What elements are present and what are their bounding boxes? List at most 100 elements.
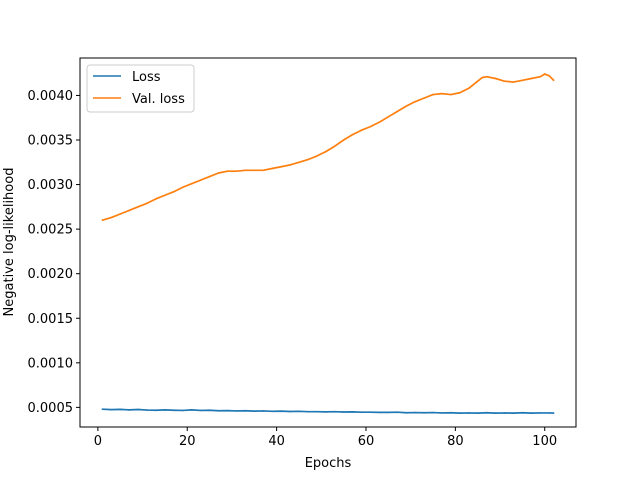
x-tick-label: 80 <box>447 434 464 449</box>
data-point-val-loss <box>110 216 113 219</box>
data-point-loss <box>110 408 113 411</box>
data-point-val-loss <box>378 121 381 123</box>
data-point-loss <box>378 411 381 414</box>
data-point-loss <box>369 411 372 414</box>
data-point-loss <box>530 412 533 414</box>
data-point-val-loss <box>289 164 291 166</box>
data-point-val-loss <box>387 116 390 118</box>
data-point-val-loss <box>512 81 515 83</box>
data-point-loss <box>552 412 555 414</box>
data-point-val-loss <box>423 97 425 99</box>
data-point-loss <box>432 411 434 414</box>
data-point-val-loss <box>351 133 354 136</box>
data-point-val-loss <box>396 110 399 113</box>
data-point-val-loss <box>467 87 470 90</box>
data-point-val-loss <box>307 158 309 161</box>
data-point-val-loss <box>476 80 479 82</box>
data-point-loss <box>280 410 282 412</box>
data-point-val-loss <box>324 150 327 153</box>
series-line-val-loss <box>102 73 555 222</box>
data-point-loss <box>226 409 229 412</box>
data-point-loss <box>128 409 130 411</box>
data-point-val-loss <box>494 77 497 80</box>
y-tick-label: 0.0025 <box>28 223 74 238</box>
data-point-loss <box>351 411 354 413</box>
data-point-loss <box>503 412 506 414</box>
data-point-val-loss <box>552 79 555 82</box>
data-point-val-loss <box>481 76 483 79</box>
data-point-val-loss <box>226 170 229 172</box>
x-tick-label: 0 <box>94 434 102 449</box>
data-point-val-loss <box>441 92 443 95</box>
data-point-val-loss <box>548 75 550 77</box>
data-point-loss <box>423 411 425 414</box>
data-point-val-loss <box>521 79 524 82</box>
data-point-val-loss <box>217 172 220 174</box>
legend: Loss Val. loss <box>86 64 195 113</box>
data-point-val-loss <box>342 139 345 141</box>
data-point-loss <box>324 411 327 413</box>
data-point-loss <box>467 412 470 414</box>
data-point-val-loss <box>503 80 506 82</box>
plot-frame <box>79 57 577 428</box>
x-axis-ticks: 0 20 40 60 80 100 <box>94 427 557 449</box>
data-point-loss <box>137 408 139 411</box>
data-point-val-loss <box>539 75 542 78</box>
data-point-loss <box>485 411 488 414</box>
data-point-val-loss <box>316 155 318 157</box>
data-point-loss <box>414 411 416 414</box>
x-tick-label: 100 <box>532 434 557 449</box>
data-point-val-loss <box>164 194 166 197</box>
data-point-loss <box>459 412 461 414</box>
data-point-loss <box>164 409 166 411</box>
data-point-val-loss <box>543 73 546 75</box>
data-point-val-loss <box>235 170 238 172</box>
y-tick-label: 0.0035 <box>28 134 74 149</box>
data-point-val-loss <box>280 165 282 168</box>
data-point-loss <box>181 409 184 412</box>
data-point-loss <box>441 412 443 414</box>
legend-label-loss: Loss <box>132 70 161 85</box>
data-point-loss <box>387 411 390 414</box>
data-point-val-loss <box>459 91 461 94</box>
data-point-val-loss <box>369 125 372 128</box>
data-point-loss <box>342 411 345 413</box>
data-point-val-loss <box>190 182 193 185</box>
data-point-loss <box>396 411 399 414</box>
data-point-val-loss <box>173 190 175 193</box>
data-point-val-loss <box>208 175 211 178</box>
x-tick-label: 40 <box>268 434 285 449</box>
data-point-loss <box>199 409 202 412</box>
data-point-loss <box>190 409 193 411</box>
data-point-loss <box>521 411 524 414</box>
data-point-val-loss <box>432 93 434 96</box>
data-point-loss <box>307 410 309 413</box>
y-tick-label: 0.0015 <box>28 312 74 327</box>
data-point-val-loss <box>271 167 273 170</box>
data-point-loss <box>146 409 148 411</box>
data-point-loss <box>244 409 247 412</box>
data-point-loss <box>155 409 157 412</box>
data-point-loss <box>235 410 238 412</box>
y-tick-label: 0.0010 <box>28 356 74 371</box>
data-point-loss <box>271 410 273 413</box>
data-point-val-loss <box>155 198 157 200</box>
data-point-loss <box>405 411 408 414</box>
data-point-val-loss <box>137 206 139 208</box>
data-point-val-loss <box>298 161 300 164</box>
y-tick-label: 0.0030 <box>28 178 74 193</box>
data-point-val-loss <box>244 169 247 172</box>
data-point-loss <box>173 409 175 412</box>
data-point-val-loss <box>128 209 130 212</box>
data-point-loss <box>548 412 550 414</box>
data-point-val-loss <box>101 219 104 222</box>
data-point-val-loss <box>146 202 148 205</box>
data-point-val-loss <box>450 93 452 96</box>
data-point-loss <box>298 410 300 413</box>
x-axis-label: Epochs <box>305 456 352 471</box>
y-axis-label: Negative log-likelihood <box>2 168 17 317</box>
data-point-loss <box>539 412 542 414</box>
x-tick-label: 20 <box>179 434 196 449</box>
data-point-loss <box>217 409 220 412</box>
y-axis-ticks: 0.0005 0.0010 0.0015 0.0020 0.0025 0.0030 0.00… <box>28 89 80 416</box>
